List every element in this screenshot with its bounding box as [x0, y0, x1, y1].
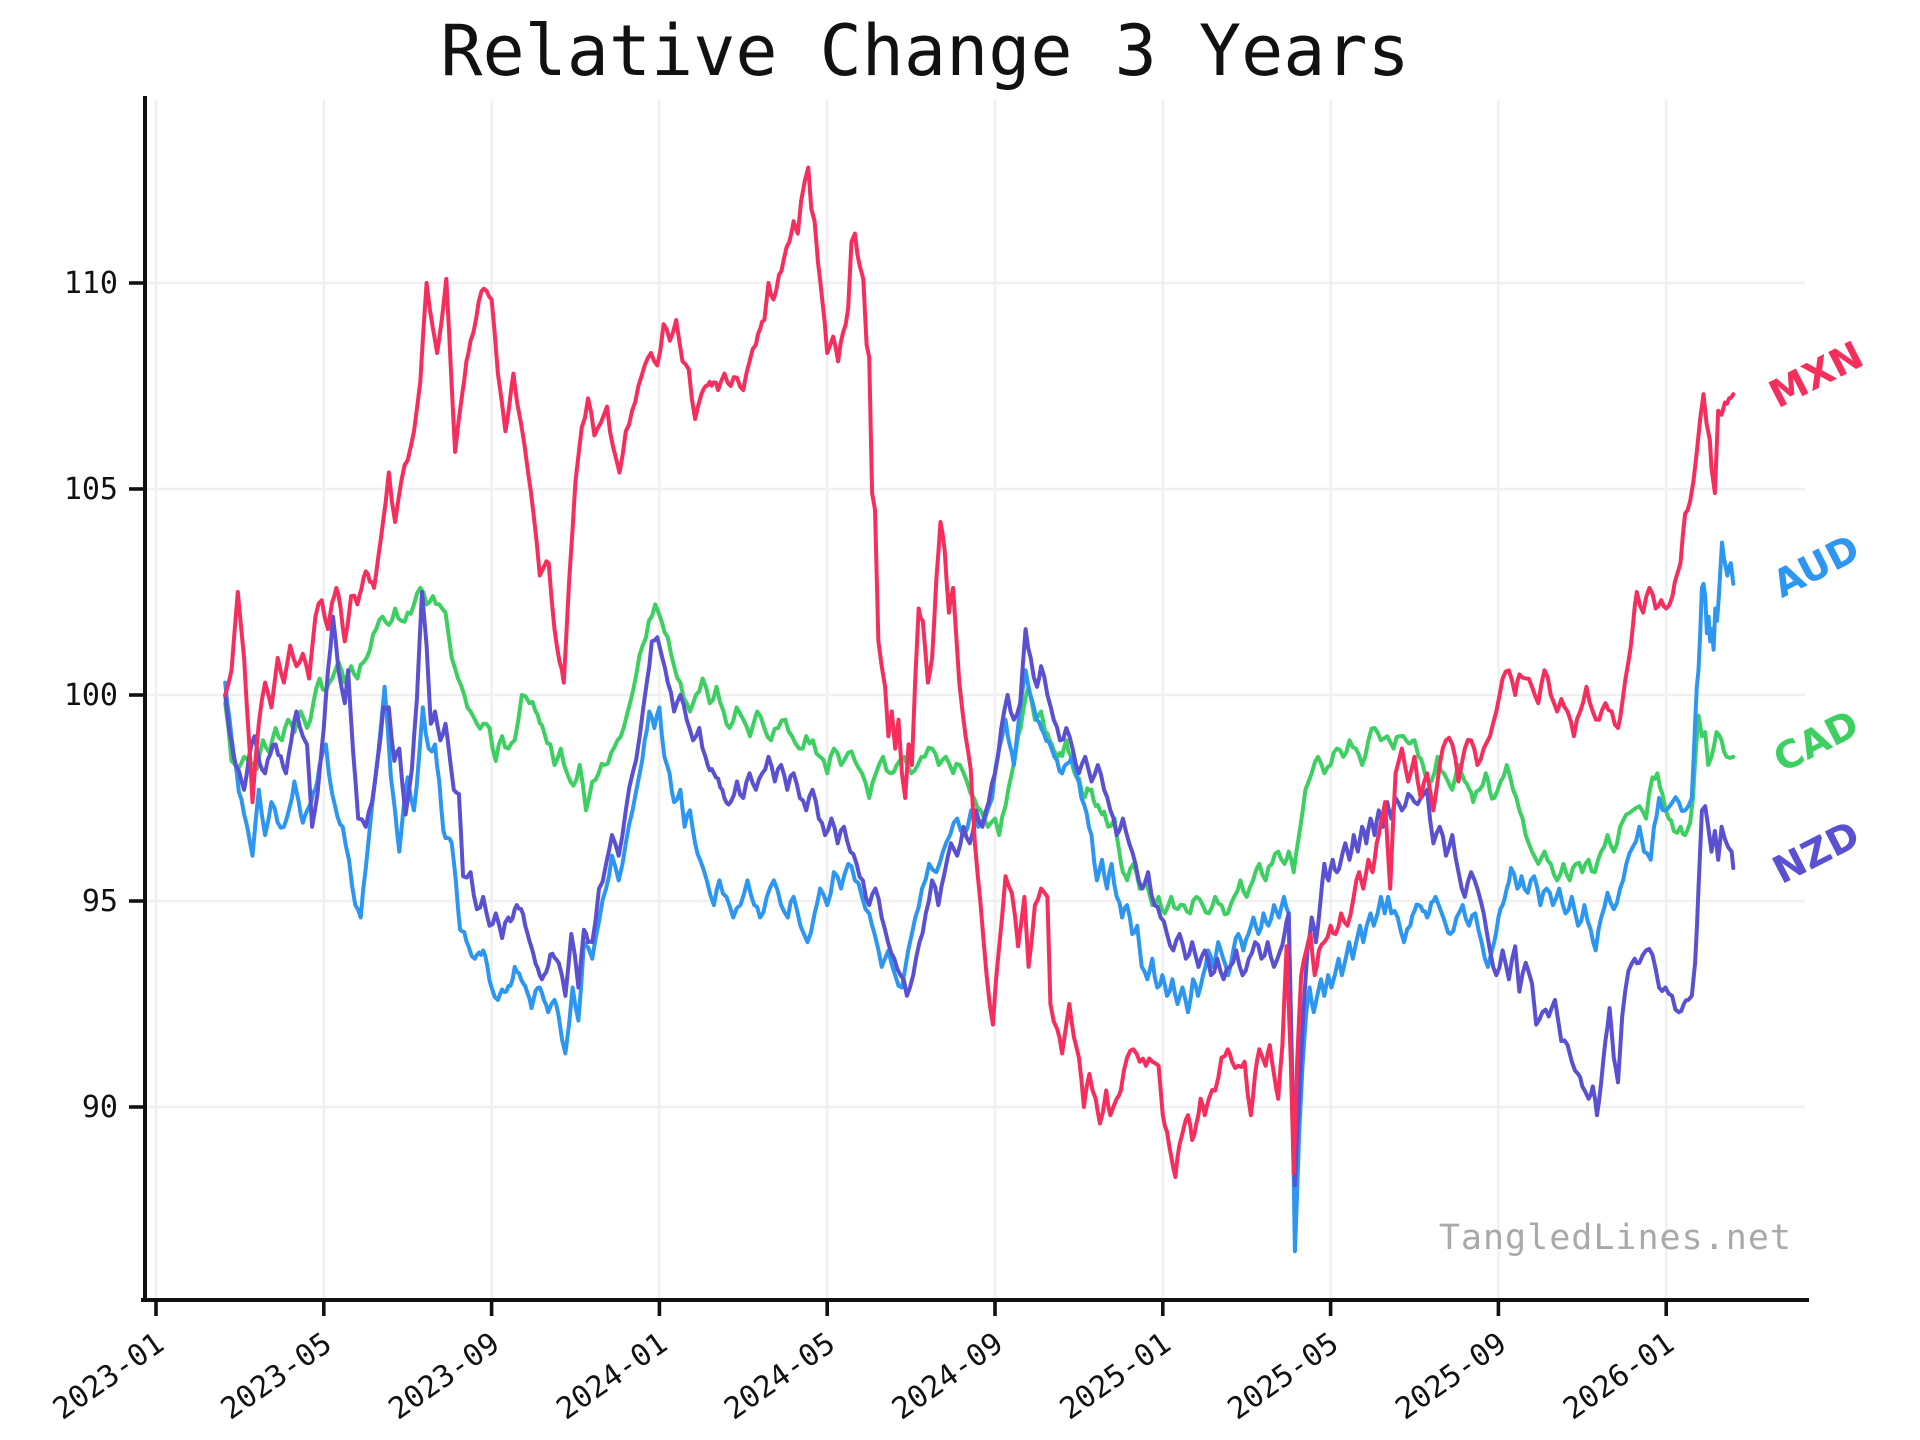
x-tick-label-2025-05: 2025-05 [1222, 1326, 1346, 1427]
y-tick-label-110: 110 [64, 266, 118, 301]
x-tick-2023-09 [489, 1302, 494, 1316]
y-tick-label-90: 90 [82, 1090, 118, 1125]
series-label-nzd: NZD [1766, 812, 1867, 892]
x-tick-2025-01 [1161, 1302, 1165, 1316]
x-tick-label-2023-09: 2023-09 [383, 1326, 507, 1427]
y-tick-label-100: 100 [64, 678, 118, 713]
x-axis-spine [141, 1298, 1809, 1302]
y-tick-100 [129, 693, 143, 697]
y-tick-95 [129, 899, 143, 903]
x-tick-label-2024-05: 2024-05 [718, 1326, 842, 1427]
y-tick-90 [129, 1105, 143, 1109]
series-line-cad [223, 585, 1736, 917]
x-tick-2023-05 [322, 1302, 326, 1316]
y-tick-label-105: 105 [64, 472, 118, 507]
x-tick-2024-01 [657, 1302, 662, 1316]
chart-title: Relative Change 3 Years [440, 10, 1410, 92]
y-tick-105 [129, 487, 143, 491]
x-tick-label-2024-01: 2024-01 [550, 1326, 674, 1427]
series-line-mxn [223, 165, 1736, 1179]
x-tick-label-2025-09: 2025-09 [1389, 1326, 1513, 1427]
series-line-nzd [223, 590, 1736, 1188]
x-tick-2023-01 [154, 1302, 158, 1316]
x-tick-2025-09 [1496, 1302, 1501, 1316]
y-tick-label-95: 95 [82, 884, 118, 919]
x-tick-label-2023-05: 2023-05 [215, 1326, 339, 1427]
watermark: TangledLines.net [1438, 1218, 1792, 1258]
x-tick-label-2025-01: 2025-01 [1054, 1326, 1178, 1427]
series-label-aud: AUD [1766, 526, 1867, 606]
y-axis-spine [143, 96, 147, 1302]
x-tick-2025-05 [1328, 1302, 1333, 1316]
x-tick-2024-05 [825, 1302, 829, 1316]
series-label-mxn: MXN [1762, 333, 1870, 417]
x-tick-2026-01 [1664, 1302, 1668, 1316]
x-tick-2024-09 [993, 1302, 997, 1316]
y-tick-110 [129, 281, 143, 285]
x-tick-label-2024-09: 2024-09 [886, 1326, 1010, 1427]
x-tick-label-2023-01: 2023-01 [47, 1326, 171, 1427]
series-label-cad: CAD [1767, 701, 1866, 781]
x-tick-label-2026-01: 2026-01 [1557, 1326, 1681, 1427]
